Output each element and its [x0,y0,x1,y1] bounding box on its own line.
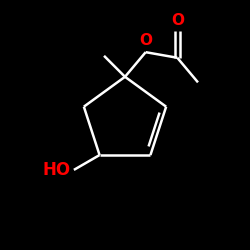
Text: HO: HO [42,161,70,179]
Text: O: O [171,12,184,28]
Text: O: O [139,34,152,48]
